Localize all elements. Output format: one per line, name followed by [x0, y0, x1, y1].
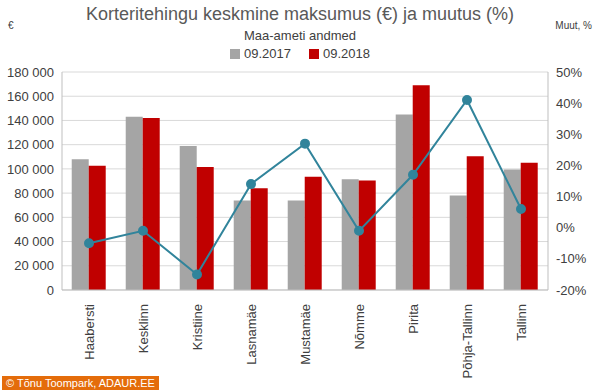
html-text:Maa-ameti andmed: Maa-ameti andmed [244, 28, 356, 43]
svg-text:Pirita: Pirita [406, 303, 421, 333]
html-text:09.2018: 09.2018 [323, 46, 370, 61]
svg-text:Lasnamäe: Lasnamäe [244, 304, 259, 365]
svg-text:140 000: 140 000 [8, 113, 54, 128]
svg-text:100 000: 100 000 [8, 162, 54, 177]
svg-text:Kristiine: Kristiine [190, 304, 205, 350]
svg-text:60 000: 60 000 [14, 210, 54, 225]
svg-text:0%: 0% [556, 220, 575, 235]
svg-text:160 000: 160 000 [8, 89, 54, 104]
svg-text:180 000: 180 000 [8, 65, 54, 80]
html-text:Muut, %: Muut, % [555, 20, 592, 31]
svg-text:80 000: 80 000 [14, 186, 54, 201]
svg-text:Kesklinn: Kesklinn [136, 304, 151, 353]
svg-text:Mustamäe: Mustamäe [298, 304, 313, 365]
svg-text:Tallinn: Tallinn [514, 304, 529, 341]
html-text:© Tõnu Toompark, ADAUR.EE: © Tõnu Toompark, ADAUR.EE [6, 377, 155, 389]
svg-text:Nõmme: Nõmme [352, 304, 367, 350]
html-text:09.2017: 09.2017 [244, 46, 291, 61]
svg-text:20%: 20% [556, 158, 582, 173]
svg-text:30%: 30% [556, 127, 582, 142]
html-text:Korteritehingu keskmine maksum: Korteritehingu keskmine maksumus (€) ja … [85, 4, 515, 24]
svg-text:Haabersti: Haabersti [82, 304, 97, 360]
svg-text:120 000: 120 000 [8, 137, 54, 152]
svg-text:Põhja-Tallinn: Põhja-Tallinn [460, 304, 475, 378]
svg-text:10%: 10% [556, 189, 582, 204]
svg-text:-20%: -20% [556, 283, 587, 298]
svg-text:40%: 40% [556, 96, 582, 111]
svg-text:-10%: -10% [556, 251, 587, 266]
svg-text:40 000: 40 000 [14, 234, 54, 249]
svg-text:50%: 50% [556, 65, 582, 80]
svg-text:0: 0 [47, 283, 54, 298]
svg-text:20 000: 20 000 [14, 258, 54, 273]
